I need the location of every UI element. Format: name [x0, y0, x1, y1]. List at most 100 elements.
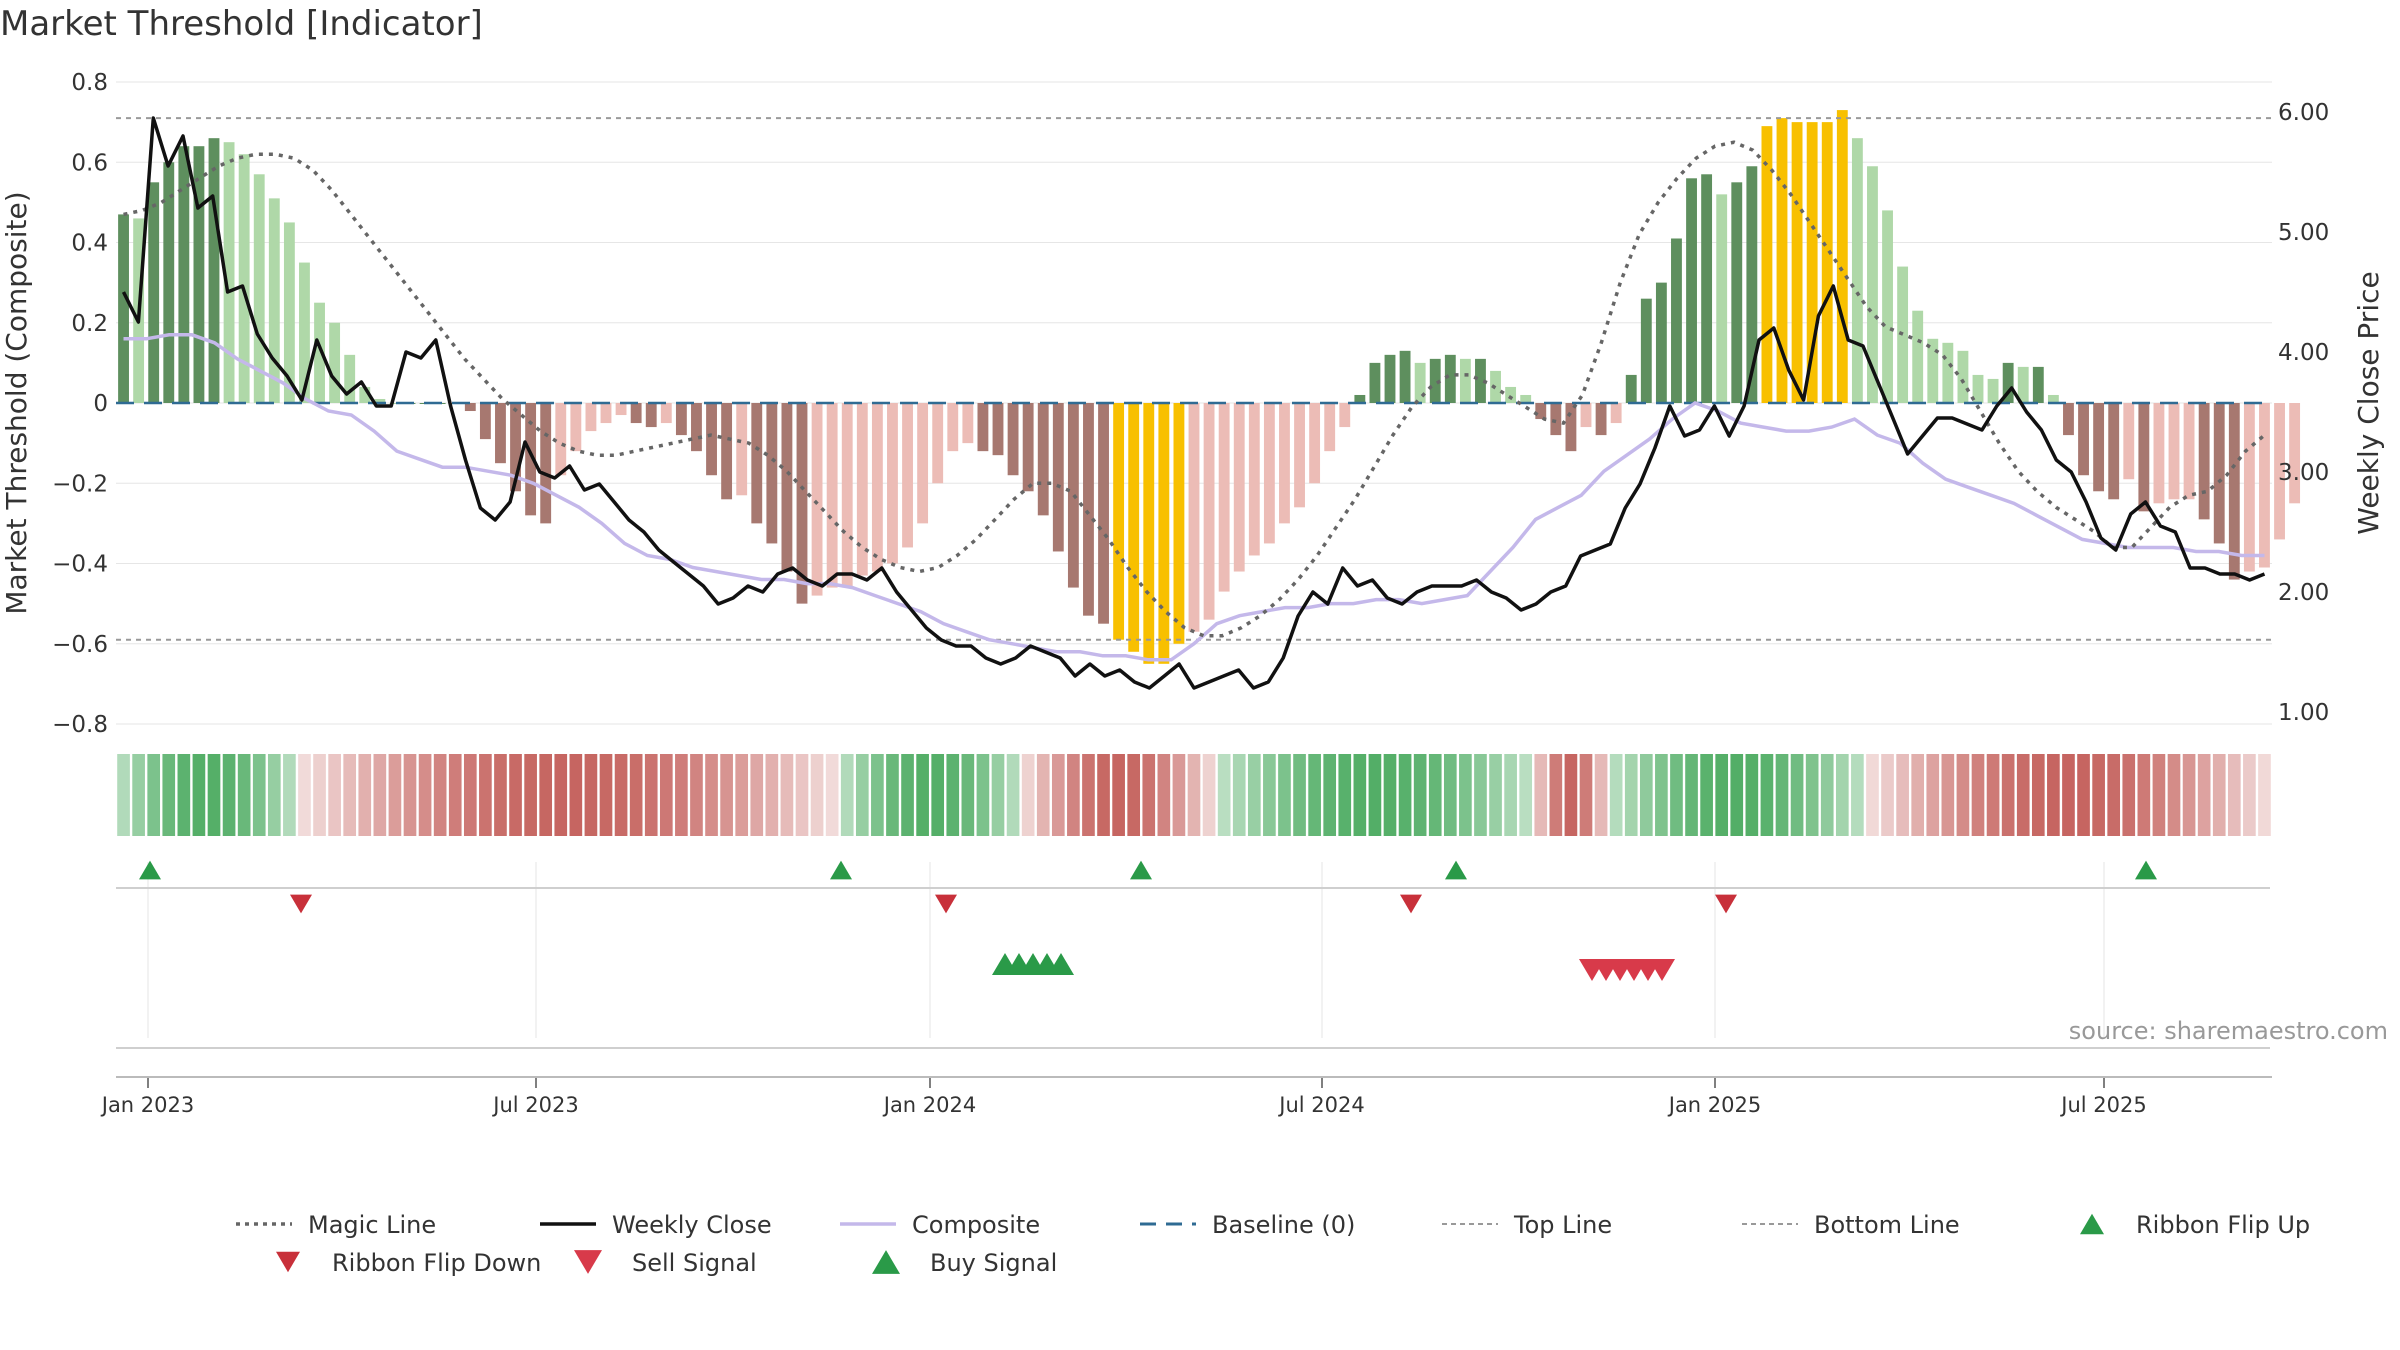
composite-bar [1821, 122, 1833, 403]
composite-bars [118, 110, 2301, 664]
composite-bar [1791, 122, 1803, 403]
composite-bar [118, 214, 129, 403]
composite-bar [208, 138, 220, 404]
legend-label: Baseline (0) [1212, 1211, 1355, 1239]
composite-bar [570, 403, 582, 452]
ribbon-cell [1579, 754, 1593, 836]
ribbon-cell [1051, 754, 1065, 836]
ribbon-cell [1172, 754, 1186, 836]
composite-bar [660, 403, 672, 424]
composite-bar [962, 403, 974, 444]
composite-bar [2123, 403, 2135, 480]
ribbon-cell [1745, 754, 1759, 836]
ribbon-cell [1247, 754, 1261, 836]
ribbon-cell [1851, 754, 1864, 836]
y-tick-label: 0.6 [71, 150, 108, 176]
legend-item: Weekly Close [540, 1211, 772, 1239]
ribbon-cell [1730, 754, 1744, 836]
ribbon-cell [1413, 754, 1427, 836]
ribbon-cell [1202, 754, 1216, 836]
y-tick-label: −0.2 [52, 471, 108, 497]
composite-bar [811, 403, 823, 596]
ribbon-cell [1112, 754, 1125, 836]
ribbon-cell [1489, 754, 1502, 836]
legend-item: Baseline (0) [1140, 1211, 1355, 1239]
chart-legend: Magic Line Weekly Close Composite Baseline … [236, 1211, 2310, 1277]
ribbon-cell [991, 754, 1005, 836]
composite-bar [1686, 178, 1697, 403]
ribbon-cell [614, 754, 628, 836]
ribbon-cell [1474, 754, 1487, 836]
composite-bar [841, 403, 853, 588]
composite-bar [163, 162, 175, 403]
ribbon-cell [1006, 754, 1020, 836]
ribbon-cell [1670, 754, 1683, 836]
buy-signal-marker [1048, 952, 1074, 976]
composite-bar [1625, 374, 1637, 403]
ribbon-cell [132, 754, 145, 836]
ribbon-cell [1911, 754, 1925, 836]
composite-bar [1927, 338, 1939, 403]
composite-bar [1128, 403, 1140, 652]
legend-label: Ribbon Flip Down [332, 1249, 541, 1277]
composite-bar [1007, 403, 1019, 476]
ribbon-cell [1232, 754, 1246, 836]
ribbon-cell [901, 754, 914, 836]
composite-bar [1248, 403, 1260, 556]
ribbon-cell [343, 754, 357, 836]
ribbon-cell [252, 754, 266, 836]
y-tick-label: −0.8 [52, 712, 108, 738]
composite-bar [1882, 210, 1893, 403]
composite-bar [1746, 166, 1758, 403]
x-tick-label: Jan 2024 [882, 1093, 977, 1117]
ribbon-cell [1459, 754, 1472, 836]
composite-bar [721, 403, 733, 500]
ribbon-cell [2152, 754, 2166, 836]
legend-swatch [2080, 1213, 2104, 1235]
composite-bar [1067, 403, 1079, 588]
composite-bar [2078, 403, 2089, 476]
ribbon-cell [2001, 754, 2015, 836]
composite-bar [510, 403, 521, 492]
ribbon-cell [1639, 754, 1653, 836]
composite-bar [238, 154, 250, 403]
ribbon-cell [644, 754, 658, 836]
ribbon-cell [675, 754, 688, 836]
composite-bar [2168, 403, 2180, 500]
legend-label: Bottom Line [1814, 1211, 1960, 1239]
ribbon-cell [479, 754, 492, 836]
composite-bar [1610, 403, 1622, 424]
ribbon-cell [192, 754, 206, 836]
ribbon-cell [1383, 754, 1397, 836]
composite-bar [1354, 394, 1366, 403]
ribbon-cell [2047, 754, 2060, 836]
ribbon-cell [2243, 754, 2256, 836]
ribbon-cell [2031, 754, 2045, 836]
ribbon-strip [117, 754, 2271, 836]
composite-bar [1806, 122, 1818, 403]
composite-bar [540, 403, 552, 524]
legend-item: Ribbon Flip Down [276, 1249, 541, 1277]
y-tick-label: −0.6 [52, 632, 108, 658]
ribbon-cell [629, 754, 643, 836]
ribbon-flip-down-marker [1400, 894, 1422, 914]
ribbon-cell [1835, 754, 1849, 836]
ribbon-cell [494, 754, 507, 836]
composite-bar [766, 403, 778, 544]
ribbon-cell [1881, 754, 1894, 836]
legend-label: Sell Signal [632, 1249, 757, 1277]
ribbon-cell [765, 754, 779, 836]
x-tick-label: Jan 2023 [100, 1093, 195, 1117]
ribbon-cell [825, 754, 839, 836]
ribbon-cell [1594, 754, 1608, 836]
ribbon-cell [2077, 754, 2090, 836]
ribbon-cell [735, 754, 749, 836]
ribbon-cell [780, 754, 794, 836]
ribbon-cell [418, 754, 432, 836]
composite-bar [178, 146, 190, 403]
y-tick-label: −0.4 [52, 552, 108, 578]
composite-bar [856, 403, 868, 576]
ribbon-cell [554, 754, 568, 836]
weekly-close-line [121, 116, 2266, 690]
composite-bar [2243, 403, 2255, 572]
